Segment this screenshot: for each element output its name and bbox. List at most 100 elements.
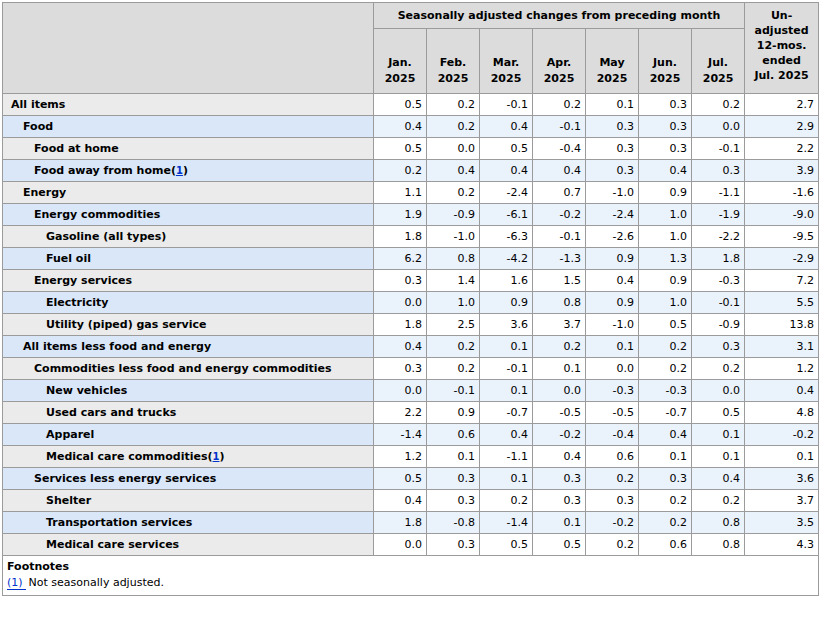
row-label: Utility (piped) gas service [3, 314, 374, 336]
table-row: Apparel-1.40.60.4-0.2-0.40.40.1-0.2 [3, 424, 819, 446]
data-cell: 0.2 [427, 336, 480, 358]
unadjusted-cell: -9.5 [745, 226, 819, 248]
data-cell: 0.2 [427, 182, 480, 204]
unadjusted-header-line: 12-mos. [746, 38, 817, 53]
row-label: Used cars and trucks [3, 402, 374, 424]
data-cell: -0.1 [692, 138, 745, 160]
data-cell: 0.1 [639, 446, 692, 468]
data-cell: 0.5 [374, 94, 427, 116]
data-cell: -0.1 [427, 380, 480, 402]
table-row: Utility (piped) gas service1.82.53.63.7-… [3, 314, 819, 336]
data-cell: 0.2 [427, 116, 480, 138]
table-row: Energy services0.31.41.61.50.40.9-0.37.2 [3, 270, 819, 292]
table-footer: Footnotes (1)Not seasonally adjusted. [3, 556, 819, 596]
row-label: Electricity [3, 292, 374, 314]
data-cell: 0.9 [586, 248, 639, 270]
column-header-month: Feb.2025 [427, 29, 480, 94]
data-cell: 1.6 [480, 270, 533, 292]
unadjusted-cell: 3.9 [745, 160, 819, 182]
data-cell: 0.9 [586, 292, 639, 314]
data-cell: 0.2 [639, 336, 692, 358]
data-cell: 0.0 [427, 138, 480, 160]
data-cell: 0.5 [692, 402, 745, 424]
row-label: New vehicles [3, 380, 374, 402]
data-cell: 1.8 [374, 512, 427, 534]
table-row: Food away from home(1)0.20.40.40.40.30.4… [3, 160, 819, 182]
footnotes-cell: Footnotes (1)Not seasonally adjusted. [3, 556, 819, 596]
data-cell: 0.4 [427, 160, 480, 182]
data-cell: -0.2 [586, 512, 639, 534]
unadjusted-cell: 7.2 [745, 270, 819, 292]
data-cell: 0.9 [480, 292, 533, 314]
table-row: Services less energy services0.50.30.10.… [3, 468, 819, 490]
data-cell: 1.2 [374, 446, 427, 468]
table-header: Seasonally adjusted changes from precedi… [3, 3, 819, 94]
data-cell: 0.4 [533, 446, 586, 468]
data-cell: 0.5 [374, 468, 427, 490]
data-cell: 0.3 [586, 116, 639, 138]
data-cell: -0.3 [692, 270, 745, 292]
unadjusted-cell: 2.7 [745, 94, 819, 116]
table-row: Energy1.10.2-2.40.7-1.00.9-1.1-1.6 [3, 182, 819, 204]
footnote-marker-link[interactable]: 1 [213, 451, 220, 462]
data-cell: 0.0 [692, 380, 745, 402]
data-cell: 1.0 [639, 292, 692, 314]
data-cell: 0.1 [427, 446, 480, 468]
data-cell: 0.4 [374, 490, 427, 512]
data-cell: 0.5 [639, 314, 692, 336]
data-cell: 0.1 [480, 336, 533, 358]
unadjusted-cell: 4.3 [745, 534, 819, 556]
data-cell: 1.0 [427, 292, 480, 314]
data-cell: 0.3 [692, 160, 745, 182]
data-cell: 2.5 [427, 314, 480, 336]
row-label: Energy commodities [3, 204, 374, 226]
data-cell: 0.1 [533, 358, 586, 380]
unadjusted-header-line: Jul. 2025 [746, 68, 817, 83]
data-cell: 0.4 [586, 270, 639, 292]
data-cell: 0.4 [480, 424, 533, 446]
table-row: Shelter0.40.30.20.30.30.20.23.7 [3, 490, 819, 512]
row-label: Medical care services [3, 534, 374, 556]
table-row: New vehicles0.0-0.10.10.0-0.3-0.30.00.4 [3, 380, 819, 402]
column-header-month: May2025 [586, 29, 639, 94]
data-cell: 0.3 [586, 138, 639, 160]
cpi-data-table: Seasonally adjusted changes from precedi… [2, 2, 819, 596]
data-cell: 1.8 [374, 226, 427, 248]
data-cell: 0.5 [480, 534, 533, 556]
data-cell: -1.1 [480, 446, 533, 468]
data-cell: 1.8 [374, 314, 427, 336]
footnote-link[interactable]: (1) [7, 576, 26, 590]
data-cell: 0.5 [480, 138, 533, 160]
unadjusted-cell: 1.2 [745, 358, 819, 380]
data-cell: 0.3 [586, 160, 639, 182]
data-cell: 0.3 [533, 490, 586, 512]
data-cell: -0.5 [586, 402, 639, 424]
data-cell: 0.1 [533, 512, 586, 534]
data-cell: -0.7 [480, 402, 533, 424]
data-cell: 0.6 [639, 534, 692, 556]
data-cell: 0.0 [374, 292, 427, 314]
table-row: Transportation services1.8-0.8-1.40.1-0.… [3, 512, 819, 534]
data-cell: 0.1 [692, 446, 745, 468]
unadjusted-cell: 5.5 [745, 292, 819, 314]
data-cell: 0.8 [692, 534, 745, 556]
data-cell: 0.3 [639, 94, 692, 116]
footnote-marker-link[interactable]: 1 [176, 165, 183, 176]
data-cell: 0.0 [374, 534, 427, 556]
footnote-text: Not seasonally adjusted. [29, 576, 164, 589]
unadjusted-cell: 2.2 [745, 138, 819, 160]
table-row: Energy commodities1.9-0.9-6.1-0.2-2.41.0… [3, 204, 819, 226]
row-label: Food at home [3, 138, 374, 160]
data-cell: 0.9 [639, 182, 692, 204]
data-cell: -2.6 [586, 226, 639, 248]
unadjusted-cell: -9.0 [745, 204, 819, 226]
data-cell: -1.9 [692, 204, 745, 226]
data-cell: 0.3 [427, 534, 480, 556]
unadjusted-cell: 0.1 [745, 446, 819, 468]
data-cell: 0.3 [639, 468, 692, 490]
footnotes-row: Footnotes (1)Not seasonally adjusted. [3, 556, 819, 596]
data-cell: 1.0 [639, 204, 692, 226]
data-cell: 0.2 [639, 358, 692, 380]
data-cell: 1.5 [533, 270, 586, 292]
data-cell: 0.8 [692, 512, 745, 534]
